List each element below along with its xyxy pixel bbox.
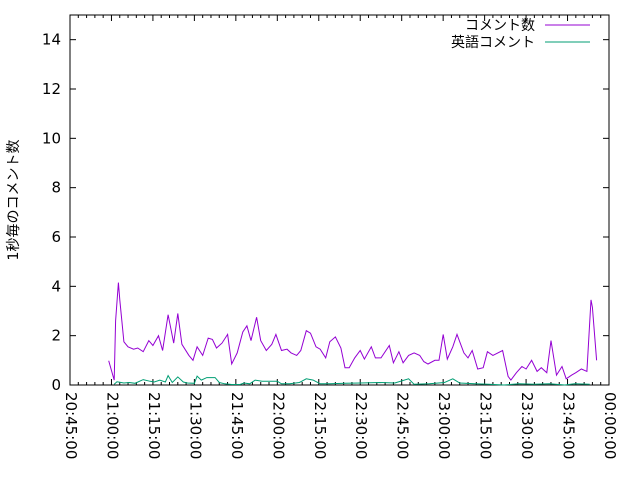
y-axis-label: 1秒毎のコメント数	[6, 140, 22, 261]
x-tick-label: 23:30:00	[518, 392, 536, 459]
x-tick-label: 21:30:00	[186, 392, 204, 459]
legend: コメント数 英語コメント	[451, 18, 590, 51]
x-tick-label: 23:45:00	[560, 392, 578, 459]
series-lines	[109, 283, 597, 385]
y-tick-label: 2	[51, 327, 61, 345]
y-tick-label: 8	[51, 179, 61, 197]
series-line-english-comments	[114, 376, 590, 385]
x-tick-label: 21:00:00	[103, 392, 121, 459]
y-tick-label: 12	[42, 80, 61, 98]
x-tick-label: 22:15:00	[311, 392, 329, 459]
x-tick-label: 00:00:00	[601, 392, 619, 459]
y-tick-label: 4	[51, 277, 61, 295]
x-tick-label: 23:00:00	[435, 392, 453, 459]
axes: 0 2 4 6 8 10 12 14 20:45:00 21:00:00 21:15:00 21:30…	[42, 15, 619, 459]
legend-label-english-comments: 英語コメント	[451, 34, 535, 51]
y-tick-label: 14	[42, 31, 61, 49]
x-tick-label: 22:45:00	[394, 392, 412, 459]
x-tick-label: 22:30:00	[352, 392, 370, 459]
series-line-comments	[109, 283, 597, 381]
x-tick-label: 21:15:00	[145, 392, 163, 459]
x-tick-label: 23:15:00	[477, 392, 495, 459]
legend-label-comments: コメント数	[465, 18, 535, 34]
plot-border	[70, 15, 609, 385]
x-tick-label: 21:45:00	[228, 392, 246, 459]
x-tick-label: 22:00:00	[269, 392, 287, 459]
y-tick-label: 0	[51, 376, 61, 394]
y-tick-label: 6	[51, 228, 61, 246]
x-tick-label: 20:45:00	[62, 392, 80, 459]
y-tick-label: 10	[42, 129, 61, 147]
